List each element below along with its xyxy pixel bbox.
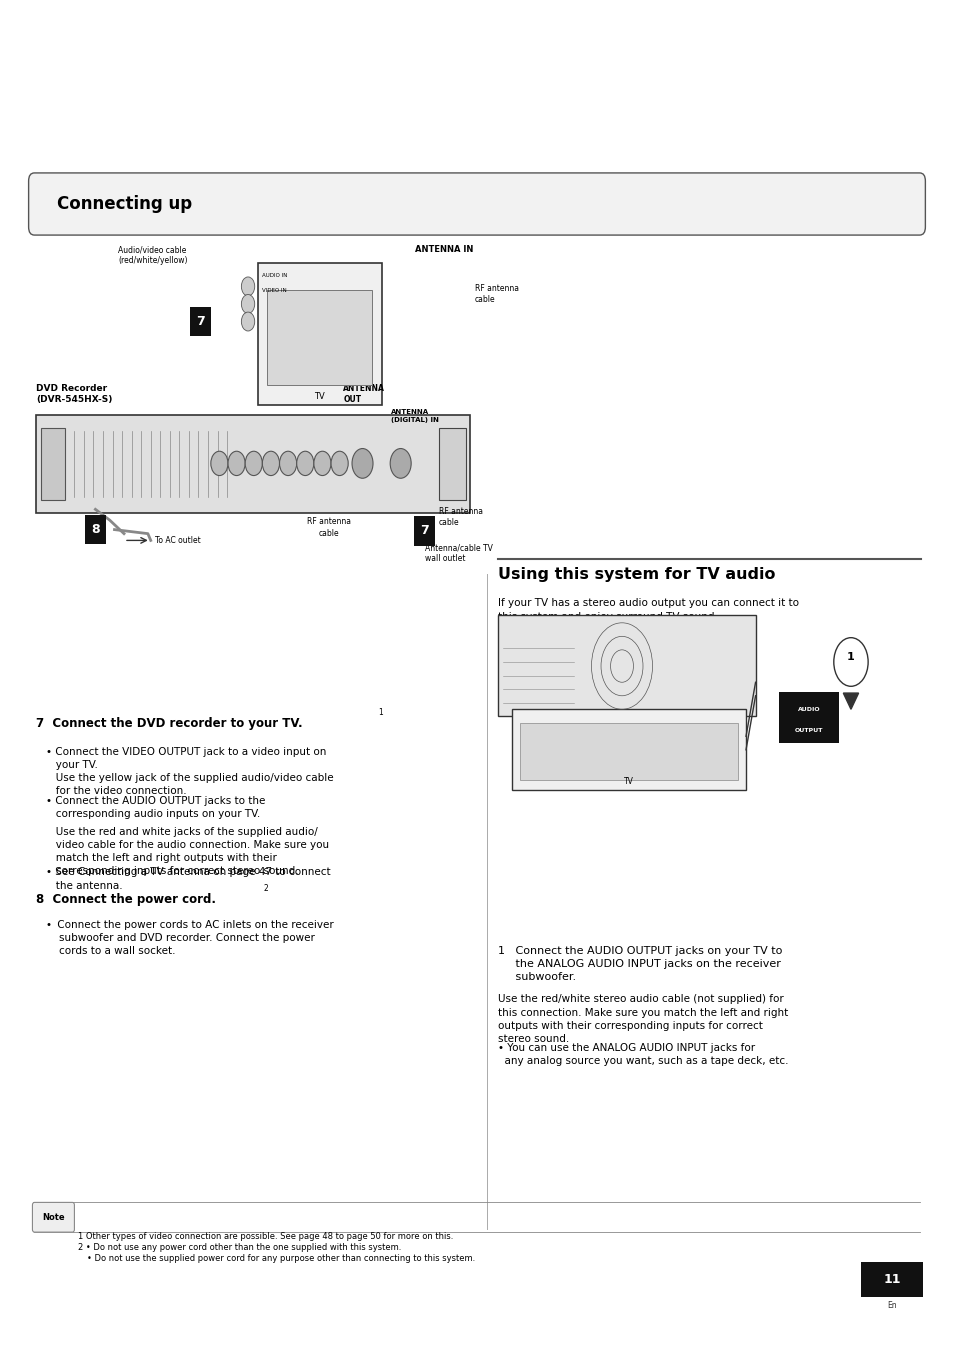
Text: To AC outlet: To AC outlet: [154, 536, 200, 544]
Text: 2 • Do not use any power cord other than the one supplied with this system.: 2 • Do not use any power cord other than…: [78, 1243, 401, 1252]
Circle shape: [228, 451, 245, 476]
Text: En: En: [886, 1301, 896, 1310]
Bar: [267, 290, 372, 385]
Text: RF antenna
cable: RF antenna cable: [307, 517, 351, 538]
Text: If your TV has a stereo audio output you can connect it to
this system and enjoy: If your TV has a stereo audio output you…: [497, 598, 799, 621]
Text: ANTENNA
(DIGITAL) IN: ANTENNA (DIGITAL) IN: [391, 409, 438, 423]
Circle shape: [390, 449, 411, 478]
Text: Antenna/cable TV
wall outlet: Antenna/cable TV wall outlet: [424, 543, 492, 563]
Text: AUDIO: AUDIO: [797, 707, 820, 712]
Text: Use the yellow jack of the supplied audio/video cable
   for the video connectio: Use the yellow jack of the supplied audi…: [46, 773, 333, 796]
Circle shape: [279, 451, 296, 476]
Circle shape: [352, 449, 373, 478]
Text: DVD Recorder
(DVR-545HX-S): DVD Recorder (DVR-545HX-S): [36, 384, 112, 404]
Bar: [41, 428, 65, 500]
Text: 1: 1: [377, 708, 382, 717]
Text: ANTENNA
OUT: ANTENNA OUT: [343, 384, 385, 404]
Text: • Do not use the supplied power cord for any purpose other than connecting to th: • Do not use the supplied power cord for…: [87, 1254, 475, 1263]
Bar: [497, 615, 755, 716]
Text: TV: TV: [623, 777, 634, 786]
Text: 11: 11: [882, 1273, 900, 1286]
Bar: [512, 709, 745, 790]
Circle shape: [833, 638, 867, 686]
Text: 8: 8: [91, 523, 100, 536]
Circle shape: [262, 451, 279, 476]
Text: • See Connecting a TV antenna on page 47 to connect
   the antenna.: • See Connecting a TV antenna on page 47…: [46, 867, 330, 890]
Text: Using this system for TV audio: Using this system for TV audio: [497, 567, 775, 582]
Bar: [36, 415, 470, 513]
Text: Audio/video cable
(red/white/yellow): Audio/video cable (red/white/yellow): [118, 246, 187, 265]
FancyBboxPatch shape: [29, 173, 924, 235]
Circle shape: [245, 451, 262, 476]
Bar: [190, 307, 211, 336]
Circle shape: [314, 451, 331, 476]
Text: 8  Connect the power cord.: 8 Connect the power cord.: [36, 893, 216, 907]
Text: • Connect the AUDIO OUTPUT jacks to the
   corresponding audio inputs on your TV: • Connect the AUDIO OUTPUT jacks to the …: [46, 796, 265, 819]
Text: 1 Other types of video connection are possible. See page 48 to page 50 for more : 1 Other types of video connection are po…: [78, 1232, 453, 1242]
Bar: [779, 692, 838, 743]
Text: 2: 2: [263, 884, 268, 893]
Bar: [85, 515, 106, 544]
Text: VIDEO IN: VIDEO IN: [262, 288, 287, 293]
Polygon shape: [842, 693, 858, 709]
Text: RF antenna
cable: RF antenna cable: [475, 284, 518, 304]
Bar: [438, 428, 465, 500]
Circle shape: [211, 451, 228, 476]
Bar: [519, 723, 738, 780]
Text: • Connect the power cords to AC inlets on the receiver
    subwoofer and DVD rec: • Connect the power cords to AC inlets o…: [46, 920, 334, 957]
Text: Connecting up: Connecting up: [57, 195, 193, 213]
FancyBboxPatch shape: [32, 1202, 74, 1232]
Text: RF antenna
cable: RF antenna cable: [438, 507, 482, 527]
Text: TV: TV: [314, 392, 325, 401]
Text: Note: Note: [42, 1213, 65, 1221]
Text: 1   Connect the AUDIO OUTPUT jacks on your TV to
     the ANALOG AUDIO INPUT jac: 1 Connect the AUDIO OUTPUT jacks on your…: [497, 946, 781, 982]
Circle shape: [241, 277, 254, 296]
Bar: [257, 263, 381, 405]
Text: • Connect the VIDEO OUTPUT jack to a video input on
   your TV.: • Connect the VIDEO OUTPUT jack to a vid…: [46, 747, 326, 770]
Circle shape: [296, 451, 314, 476]
Text: AUDIO IN: AUDIO IN: [262, 273, 288, 278]
Bar: [860, 1262, 922, 1297]
Text: 7  Connect the DVD recorder to your TV.: 7 Connect the DVD recorder to your TV.: [36, 717, 302, 731]
Text: OUTPUT: OUTPUT: [794, 728, 822, 732]
Circle shape: [241, 312, 254, 331]
Text: 1: 1: [846, 651, 854, 662]
Text: Use the red and white jacks of the supplied audio/
   video cable for the audio : Use the red and white jacks of the suppl…: [46, 827, 329, 877]
Text: ANTENNA IN: ANTENNA IN: [415, 245, 473, 254]
Text: 7: 7: [419, 524, 429, 538]
Bar: [414, 516, 435, 546]
Text: 7: 7: [195, 315, 205, 328]
Circle shape: [241, 295, 254, 313]
Text: Use the red/white stereo audio cable (not supplied) for
this connection. Make su: Use the red/white stereo audio cable (no…: [497, 994, 787, 1044]
Text: • You can use the ANALOG AUDIO INPUT jacks for
  any analog source you want, suc: • You can use the ANALOG AUDIO INPUT jac…: [497, 1043, 788, 1066]
Circle shape: [331, 451, 348, 476]
